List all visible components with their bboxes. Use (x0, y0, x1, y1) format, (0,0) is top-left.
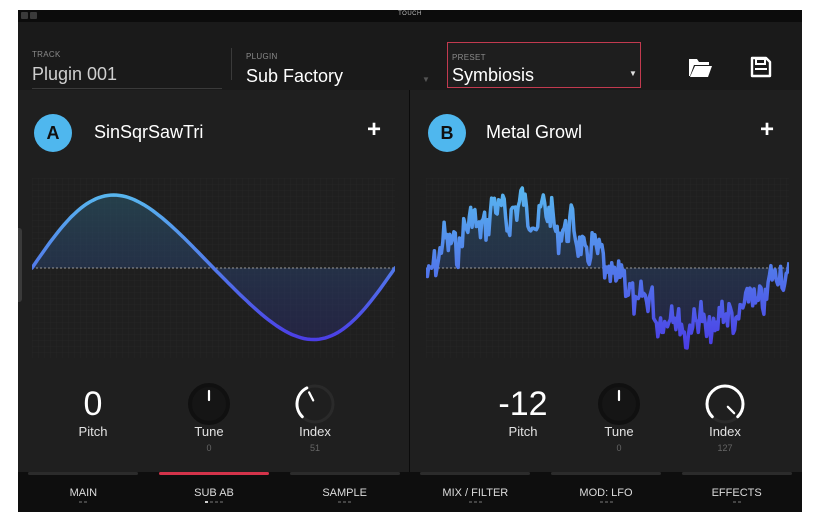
osc-a-pitch-value: 0 (83, 385, 103, 423)
osc-a-waveform-name[interactable]: SinSqrSawTri (94, 122, 204, 142)
osc-b-pitch-control[interactable]: -12 Pitch (488, 382, 558, 453)
tab-label: SAMPLE (322, 487, 367, 499)
osc-a-tune-label: Tune (194, 424, 224, 439)
tab-indicator (289, 472, 400, 475)
osc-a-badge: A (34, 114, 72, 152)
osc-b-add-button[interactable]: + (760, 116, 775, 143)
osc-b-pitch-value: -12 (498, 385, 548, 423)
osc-a-waveform-display[interactable] (32, 178, 395, 358)
osc-b-pitch-label: Pitch (508, 424, 538, 439)
track-value: Plugin 001 (32, 64, 118, 84)
osc-a-index-label: Index (299, 424, 331, 439)
plugin-value: Sub Factory (246, 66, 344, 86)
page-dot (732, 501, 736, 503)
osc-b-tune-value: 0 (616, 443, 622, 453)
track-underline (32, 88, 222, 89)
page-dot (215, 501, 218, 503)
tab-effects[interactable]: EFFECTS (681, 472, 792, 512)
bottom-tab-bar: MAIN SUB AB SAMPLE MIX / FILTER MOD: LFO EFFE… (18, 472, 802, 512)
chevron-down-icon: ▼ (422, 75, 430, 84)
page-dot (343, 501, 347, 503)
page-dot (604, 501, 608, 503)
page-dot (478, 501, 482, 503)
tab-label: MIX / FILTER (442, 487, 509, 499)
osc-b-pitch-sub (488, 443, 558, 453)
osc-b-badge: B (428, 114, 466, 152)
preset-value: Symbiosis (452, 65, 535, 85)
header: TRACK Plugin 001 PLUGIN Sub Factory ▼ PR… (18, 22, 802, 99)
tab-indicator (159, 472, 269, 475)
osc-b-waveform-name[interactable]: Metal Growl (486, 122, 583, 142)
page-dot (348, 501, 352, 503)
osc-a-panel: A SinSqrSawTri + 0 Pitch (18, 90, 410, 472)
tab-indicator (681, 472, 792, 475)
tab-label: MAIN (69, 487, 98, 499)
osc-a-tune-control[interactable]: Tune 0 (174, 382, 244, 453)
plugin-select[interactable]: PLUGIN Sub Factory ▼ (246, 52, 430, 87)
tab-main[interactable]: MAIN (28, 472, 139, 512)
page-dot (338, 501, 342, 503)
page-dot (599, 501, 603, 503)
osc-a-tune-knob[interactable] (187, 382, 231, 426)
status-bar: TOUCH (18, 10, 802, 27)
track-label: TRACK (32, 50, 61, 59)
folder-open-icon[interactable] (688, 56, 712, 78)
osc-a-pitch-sub (58, 443, 128, 453)
page-dot (210, 501, 213, 503)
osc-a-pitch-control[interactable]: 0 Pitch (58, 382, 128, 453)
device-screen: TOUCH TRACK Plugin 001 PLUGIN Sub Factor… (18, 10, 802, 512)
page-dot (79, 501, 83, 503)
tab-label: MOD: LFO (579, 487, 633, 499)
tab-sub-ab[interactable]: SUB AB (159, 472, 269, 512)
tab-page-dots (420, 501, 530, 503)
page-dot (473, 501, 477, 503)
osc-a-index-knob[interactable] (293, 382, 337, 426)
osc-b-tune-knob[interactable] (597, 382, 641, 426)
tab-mix-filter[interactable]: MIX / FILTER (420, 472, 531, 512)
status-title: TOUCH (398, 11, 422, 17)
tab-mod-lfo[interactable]: MOD: LFO (551, 472, 661, 512)
tab-sample[interactable]: SAMPLE (289, 472, 400, 512)
tab-indicator (551, 472, 661, 475)
header-divider (231, 48, 232, 80)
page-dot (220, 501, 223, 503)
osc-a-tune-value: 0 (206, 443, 212, 453)
osc-a-index-value: 51 (309, 443, 320, 453)
osc-b-tune-control[interactable]: Tune 0 (584, 382, 654, 453)
tab-page-dots (682, 501, 792, 503)
side-scroll-handle[interactable] (18, 228, 22, 302)
tab-page-dots (159, 501, 269, 503)
chevron-down-icon: ▼ (629, 69, 637, 78)
tab-page-dots (551, 501, 661, 503)
preset-label: PRESET (452, 53, 486, 62)
tab-indicator (420, 472, 531, 475)
osc-b-panel: B Metal Growl + -12 Pitch (410, 90, 802, 472)
tab-indicator (28, 472, 139, 475)
osc-b-index-value: 127 (717, 443, 733, 453)
status-icons (21, 12, 37, 19)
tab-page-dots (28, 501, 138, 503)
page-dot (609, 501, 613, 503)
osc-a-pitch-label: Pitch (78, 424, 108, 439)
osc-a-index-control[interactable]: Index 51 (280, 382, 350, 453)
save-disk-icon[interactable] (749, 56, 773, 78)
preset-select[interactable]: PRESET Symbiosis ▼ (447, 42, 641, 88)
osc-b-tune-label: Tune (604, 424, 634, 439)
track-field[interactable]: TRACK Plugin 001 (32, 50, 222, 89)
osc-b-index-label: Index (709, 424, 741, 439)
page-dot (468, 501, 472, 503)
tab-label: SUB AB (194, 487, 234, 499)
page-dot (737, 501, 741, 503)
tab-label: EFFECTS (711, 487, 762, 499)
page-dot (84, 501, 88, 503)
page-dot (205, 501, 208, 503)
osc-b-index-knob[interactable] (703, 382, 747, 426)
tab-page-dots (290, 501, 400, 503)
status-icon (21, 12, 28, 19)
plugin-label: PLUGIN (246, 52, 278, 61)
osc-b-index-control[interactable]: Index 127 (690, 382, 760, 453)
status-icon (30, 12, 37, 19)
osc-b-waveform-display[interactable] (426, 178, 789, 358)
osc-a-add-button[interactable]: + (367, 116, 382, 143)
